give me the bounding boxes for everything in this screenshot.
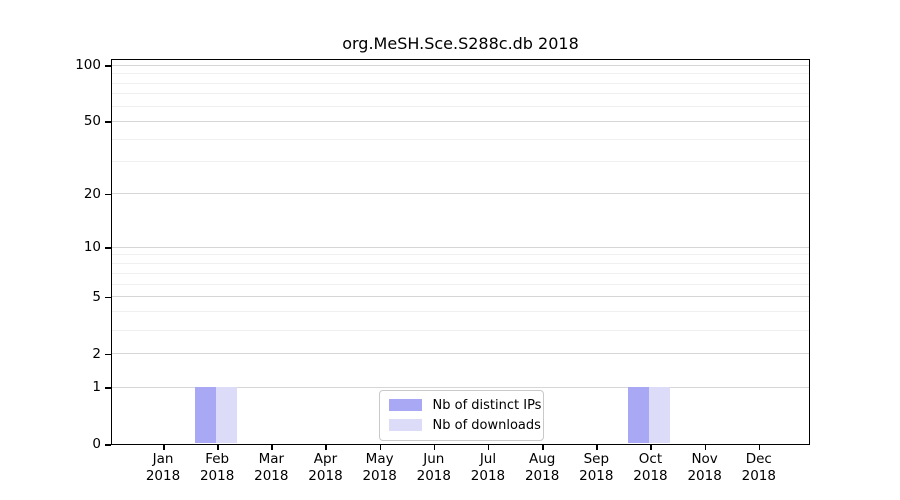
gridline-minor-7 <box>111 272 809 274</box>
x-tick-oct <box>650 445 652 450</box>
gridline-minor-9 <box>111 254 809 256</box>
legend-label-distinct-ips: Nb of distinct IPs <box>432 397 542 413</box>
x-tick-label-apr: Apr 2018 <box>308 451 343 484</box>
gridline-minor-4 <box>111 311 809 313</box>
x-tick-label-sep: Sep 2018 <box>579 451 614 484</box>
gridline-minor-60 <box>111 105 809 107</box>
y-tick-20 <box>105 193 111 196</box>
x-tick-aug <box>542 445 544 450</box>
bar-nb-of-distinct-ips-feb <box>194 386 216 444</box>
gridline-minor-90 <box>111 73 809 75</box>
legend-item-distinct-ips: Nb of distinct IPs <box>388 398 541 413</box>
x-tick-jul <box>487 445 490 450</box>
legend-item-downloads: Nb of downloads <box>388 418 541 433</box>
x-tick-jun <box>433 445 436 450</box>
legend-swatch-distinct-ips <box>388 399 422 411</box>
y-tick-label-1: 1 <box>92 379 101 396</box>
x-tick-may <box>379 445 382 450</box>
x-tick-label-may: May 2018 <box>362 451 397 484</box>
x-tick-label-jul: Jul 2018 <box>470 451 506 484</box>
gridline-major-1 <box>111 386 809 388</box>
y-tick-label-20: 20 <box>83 185 101 202</box>
x-tick-sep <box>596 445 598 450</box>
plot-area: Nb of distinct IPs Nb of downloads <box>110 58 810 445</box>
gridline-major-10 <box>111 246 809 248</box>
x-tick-mar <box>271 445 273 450</box>
x-tick-dec <box>758 445 761 450</box>
y-tick-label-2: 2 <box>92 345 101 362</box>
x-tick-label-aug: Aug 2018 <box>524 451 560 484</box>
gridline-minor-80 <box>111 82 809 84</box>
gridline-major-20 <box>111 193 809 195</box>
legend-swatch-downloads <box>388 419 422 431</box>
gridline-minor-6 <box>111 283 809 285</box>
gridline-minor-70 <box>111 93 809 95</box>
gridline-major-5 <box>111 296 809 298</box>
chart-title: org.MeSH.Sce.S288c.db 2018 <box>342 34 579 53</box>
gridline-minor-8 <box>111 263 809 265</box>
legend: Nb of distinct IPs Nb of downloads <box>378 389 544 441</box>
gridline-minor-30 <box>111 161 809 163</box>
bar-nb-of-downloads-oct <box>648 386 670 444</box>
y-tick-label-100: 100 <box>75 57 101 73</box>
y-tick-2 <box>105 353 111 356</box>
gridline-major-50 <box>111 120 809 122</box>
y-tick-10 <box>105 247 111 249</box>
y-tick-50 <box>105 121 111 123</box>
x-tick-label-nov: Nov 2018 <box>687 451 722 484</box>
x-tick-label-feb: Feb 2018 <box>199 451 235 484</box>
gridline-minor-3 <box>111 329 809 331</box>
x-tick-feb <box>217 445 219 450</box>
x-tick-nov <box>704 445 707 450</box>
y-tick-label-5: 5 <box>92 288 101 305</box>
x-tick-label-mar: Mar 2018 <box>254 451 289 484</box>
x-tick-jan <box>163 445 165 450</box>
bar-nb-of-downloads-feb <box>215 386 237 444</box>
legend-label-downloads: Nb of downloads <box>432 417 541 433</box>
y-tick-0 <box>105 444 111 446</box>
y-tick-100 <box>105 65 111 67</box>
y-tick-label-10: 10 <box>83 239 101 256</box>
x-tick-label-dec: Dec 2018 <box>741 451 776 484</box>
y-tick-label-0: 0 <box>92 436 101 452</box>
gridline-major-2 <box>111 353 809 355</box>
y-tick-5 <box>105 296 111 299</box>
x-tick-label-oct: Oct 2018 <box>633 451 668 484</box>
x-tick-label-jan: Jan 2018 <box>145 451 181 484</box>
y-tick-label-50: 50 <box>83 113 101 130</box>
gridline-major-100 <box>111 64 809 66</box>
x-tick-apr <box>325 445 327 450</box>
x-tick-label-jun: Jun 2018 <box>416 451 451 484</box>
bar-nb-of-distinct-ips-oct <box>627 386 649 444</box>
y-tick-1 <box>105 387 111 389</box>
gridline-minor-40 <box>111 138 809 140</box>
